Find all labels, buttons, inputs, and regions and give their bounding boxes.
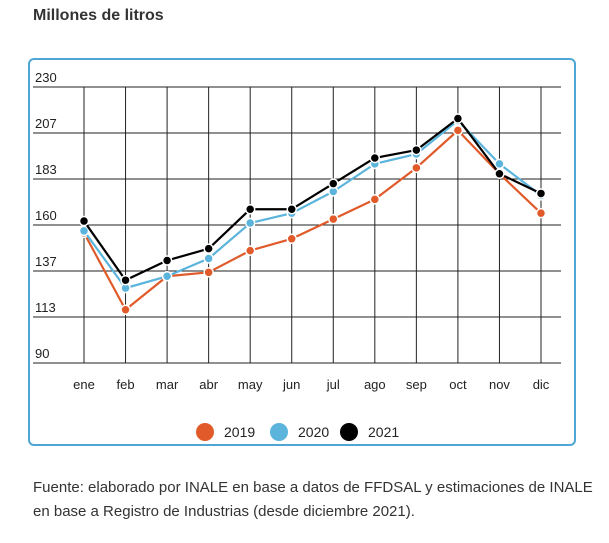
data-point-2019 — [244, 245, 256, 256]
y-tick-label: 90 — [35, 346, 49, 361]
y-tick-label: 183 — [35, 162, 57, 177]
chart-frame — [28, 58, 576, 446]
x-tick-label: abr — [199, 377, 218, 392]
data-point-2019 — [411, 162, 422, 174]
data-point-2019 — [203, 267, 214, 278]
x-tick-label: oct — [449, 377, 467, 392]
x-tick-label: nov — [489, 377, 510, 392]
line-chart: 230 207 183 160 137 113 90 ene feb mar abr may jun j… — [33, 70, 561, 441]
series-line-2021 — [83, 117, 542, 282]
y-tick-label: 230 — [35, 70, 57, 85]
data-point-2021 — [120, 274, 131, 286]
series-group — [78, 113, 547, 316]
y-tick-label: 113 — [35, 300, 56, 315]
data-point-2021 — [203, 243, 214, 254]
data-point-2020 — [244, 217, 256, 229]
y-axis-title: Millones de litros — [33, 7, 164, 24]
legend-marker-2021 — [340, 423, 358, 441]
grid — [33, 86, 561, 364]
data-point-2021 — [411, 144, 422, 156]
legend-label-2019: 2019 — [224, 424, 255, 440]
data-point-2021 — [328, 178, 339, 189]
x-tick-label: feb — [117, 377, 135, 392]
data-point-2020 — [494, 158, 505, 170]
x-tick-label: may — [238, 377, 263, 392]
data-point-2020 — [161, 271, 173, 282]
y-axis-ticks: 230 207 183 160 137 113 90 — [35, 70, 57, 361]
legend-label-2020: 2020 — [298, 424, 329, 440]
data-point-2019 — [286, 233, 297, 245]
x-tick-label: jun — [282, 377, 300, 392]
data-point-2019 — [120, 304, 131, 316]
x-axis-ticks: ene feb mar abr may jun jul ago sep oct nov dic — [73, 377, 550, 392]
x-tick-label: jul — [326, 377, 340, 392]
data-point-2020 — [203, 253, 214, 264]
legend-marker-2019 — [196, 423, 214, 441]
x-tick-label: dic — [533, 377, 550, 392]
data-point-2021 — [161, 255, 173, 266]
data-point-2019 — [369, 194, 381, 205]
data-point-2021 — [244, 203, 256, 215]
x-tick-label: mar — [156, 377, 179, 392]
data-point-2021 — [286, 203, 297, 215]
y-tick-label: 207 — [35, 116, 57, 131]
data-point-2021 — [369, 152, 381, 164]
series-line-2019 — [83, 129, 542, 311]
y-tick-label: 137 — [35, 254, 57, 269]
x-tick-label: ago — [364, 377, 386, 392]
y-tick-label: 160 — [35, 208, 57, 223]
data-point-2021 — [535, 188, 547, 199]
data-point-2019 — [535, 207, 547, 219]
source-note: Fuente: elaborado por INALE en base a da… — [33, 479, 593, 520]
data-point-2019 — [328, 213, 339, 225]
data-point-2020 — [78, 225, 90, 237]
data-point-2021 — [494, 168, 505, 179]
legend-label-2021: 2021 — [368, 424, 399, 440]
legend: 2019 2020 2021 — [196, 423, 399, 441]
data-point-2021 — [452, 113, 464, 124]
data-point-2019 — [452, 125, 464, 136]
data-point-2021 — [78, 215, 90, 227]
legend-marker-2020 — [270, 423, 288, 441]
x-tick-label: ene — [73, 377, 95, 392]
x-tick-label: sep — [406, 377, 427, 392]
